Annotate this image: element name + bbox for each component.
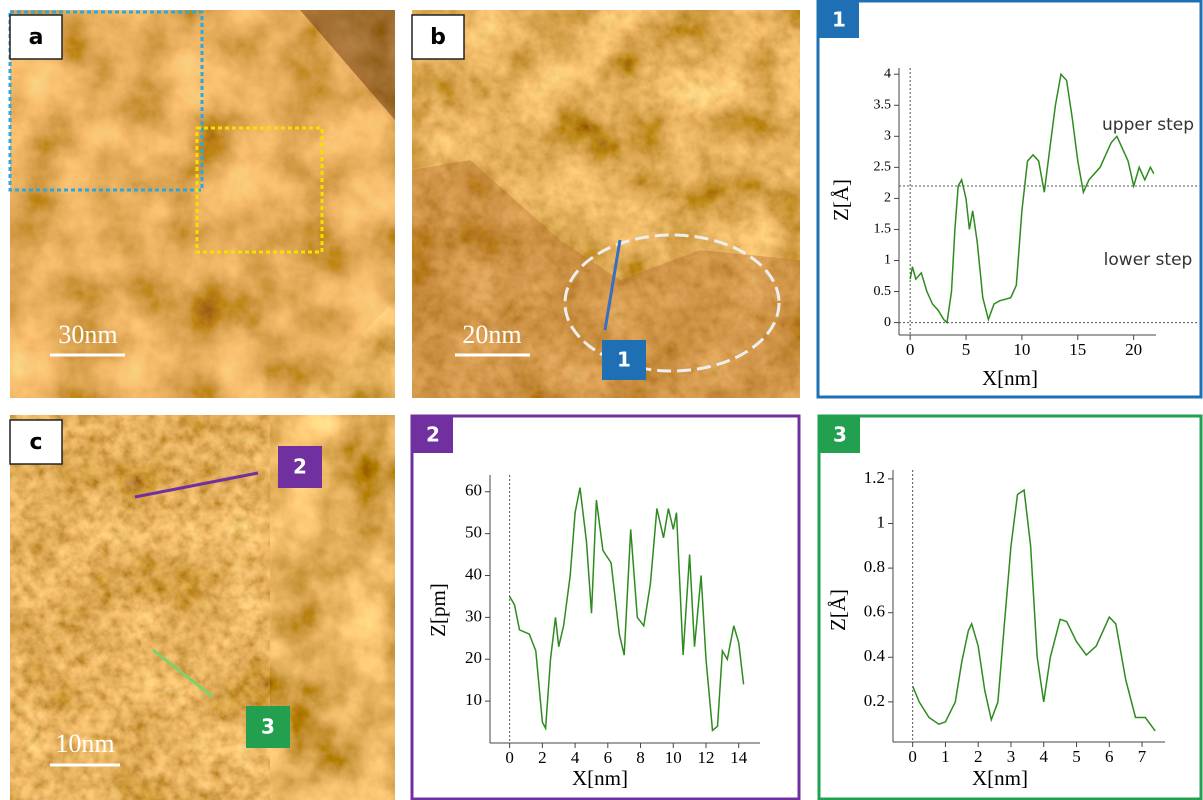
y-axis-label: Z[Å] bbox=[826, 589, 850, 631]
x-tick-label: 0 bbox=[908, 747, 917, 766]
x-tick-label: 6 bbox=[1105, 747, 1114, 766]
y-axis-label: Z[pm] bbox=[426, 583, 450, 637]
panel-label: b bbox=[430, 25, 446, 50]
y-tick-label: 0.6 bbox=[864, 602, 885, 621]
x-tick-label: 10 bbox=[665, 748, 682, 767]
x-tick-label: 12 bbox=[698, 748, 715, 767]
x-tick-label: 4 bbox=[1039, 747, 1048, 766]
chart-badge-label: 3 bbox=[833, 423, 847, 447]
profile-marker-label: 3 bbox=[261, 715, 275, 739]
chart-badge-label: 2 bbox=[426, 423, 440, 447]
y-tick-label: 2.5 bbox=[874, 160, 892, 175]
x-tick-label: 15 bbox=[1069, 340, 1086, 359]
y-tick-label: 20 bbox=[465, 648, 482, 667]
panel-label: a bbox=[29, 25, 44, 50]
chart-badge-label: 1 bbox=[832, 8, 846, 32]
x-tick-label: 1 bbox=[941, 747, 950, 766]
x-tick-label: 6 bbox=[604, 748, 613, 767]
y-tick-label: 40 bbox=[465, 564, 482, 583]
y-tick-label: 10 bbox=[465, 690, 482, 709]
y-tick-label: 3.5 bbox=[874, 97, 892, 112]
x-tick-label: 3 bbox=[1007, 747, 1016, 766]
x-tick-label: 4 bbox=[571, 748, 580, 767]
page: a 30nm 1 b 20nm 2 3 c 10nm 10510152000.5… bbox=[0, 0, 1203, 800]
scale-bar-label: 20nm bbox=[462, 320, 521, 349]
stm-image-c: 2 3 c 10nm bbox=[10, 415, 395, 800]
y-tick-label: 1.2 bbox=[864, 468, 885, 487]
y-tick-label: 1 bbox=[877, 512, 886, 531]
x-tick-label: 2 bbox=[538, 748, 547, 767]
scale-bar-label: 30nm bbox=[58, 320, 117, 349]
annotation: lower step bbox=[1104, 250, 1193, 270]
annotation: upper step bbox=[1102, 115, 1194, 135]
y-tick-label: 2 bbox=[884, 191, 891, 206]
y-tick-label: 1.5 bbox=[874, 222, 892, 237]
x-tick-label: 14 bbox=[730, 748, 748, 767]
y-tick-label: 0 bbox=[884, 315, 891, 330]
x-tick-label: 20 bbox=[1125, 340, 1142, 359]
x-tick-label: 0 bbox=[906, 340, 915, 359]
x-tick-label: 7 bbox=[1138, 747, 1147, 766]
chart-frame bbox=[818, 1, 1201, 397]
x-tick-label: 5 bbox=[1072, 747, 1081, 766]
x-axis-label: X[nm] bbox=[972, 766, 1028, 790]
y-tick-label: 30 bbox=[465, 606, 482, 625]
x-tick-label: 0 bbox=[505, 748, 514, 767]
x-tick-label: 10 bbox=[1013, 340, 1030, 359]
profile-marker-label: 1 bbox=[617, 348, 631, 372]
stm-image-b: 1 b 20nm bbox=[412, 10, 800, 398]
x-tick-label: 5 bbox=[962, 340, 971, 359]
scale-bar-label: 10nm bbox=[55, 729, 114, 758]
stm-image-a: a 30nm bbox=[10, 10, 395, 398]
profile-marker-label: 2 bbox=[293, 455, 307, 479]
y-axis-label: Z[Å] bbox=[829, 179, 853, 221]
y-tick-label: 0.8 bbox=[864, 557, 885, 576]
x-axis-label: X[nm] bbox=[982, 366, 1038, 390]
x-tick-label: 8 bbox=[636, 748, 645, 767]
y-tick-label: 3 bbox=[884, 129, 891, 144]
panel-label: c bbox=[29, 430, 42, 455]
y-tick-label: 0.2 bbox=[864, 691, 885, 710]
y-tick-label: 50 bbox=[465, 523, 482, 542]
y-tick-label: 1 bbox=[884, 253, 891, 268]
figure: a 30nm 1 b 20nm 2 3 c 10nm 10510152000.5… bbox=[0, 0, 1203, 800]
y-tick-label: 0.4 bbox=[864, 646, 886, 665]
y-tick-label: 4 bbox=[884, 66, 891, 81]
y-tick-label: 60 bbox=[465, 481, 482, 500]
y-tick-label: 0.5 bbox=[874, 284, 892, 299]
x-tick-label: 2 bbox=[974, 747, 983, 766]
x-axis-label: X[nm] bbox=[572, 766, 628, 790]
